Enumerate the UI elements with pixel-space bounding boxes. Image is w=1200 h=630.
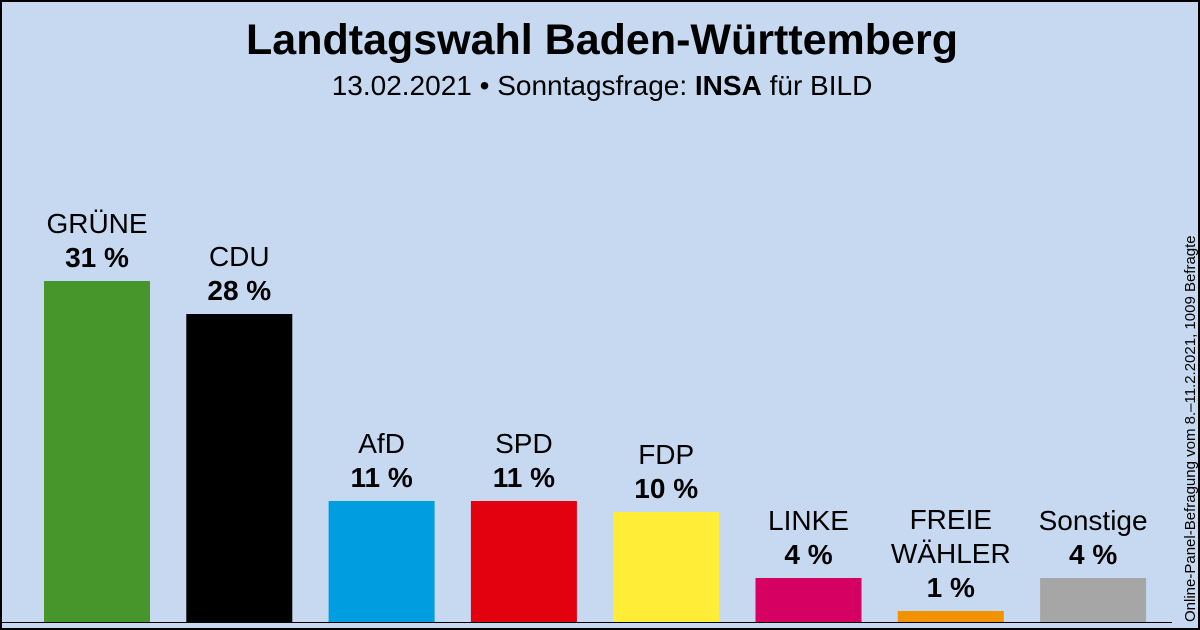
subtitle-institute: INSA: [694, 70, 762, 101]
bar-category-label: SPD: [495, 428, 553, 459]
bar-category-label: LINKE: [768, 505, 849, 536]
subtitle-client: für BILD: [761, 70, 873, 101]
bar-value-label: 11 %: [493, 462, 555, 493]
bar-7: [1040, 578, 1147, 622]
chart-subtitle: 13.02.2021 • Sonntagsfrage: INSA für BIL…: [2, 68, 1200, 104]
bar-category-label: GRÜNE: [46, 208, 147, 239]
bar-category-label: CDU: [209, 241, 270, 272]
bar-3: [470, 501, 577, 622]
bar-category-label: WÄHLER: [891, 538, 1011, 569]
bar-value-label: 28 %: [207, 275, 271, 306]
bar-value-label: 11 %: [350, 462, 412, 493]
bar-category-label: FDP: [638, 439, 694, 470]
bar-0: [44, 281, 150, 622]
bar-category-label: Sonstige: [1039, 505, 1148, 536]
bar-category-label: FREIE: [910, 504, 992, 535]
bar-value-label: 31 %: [65, 242, 129, 273]
bar-value-label: 10 %: [634, 473, 698, 504]
bar-1: [186, 314, 293, 622]
chart-title: Landtagswahl Baden-Württemberg: [246, 16, 958, 64]
bar-value-label: 4 %: [784, 539, 832, 570]
bar-value-label: 4 %: [1069, 539, 1117, 570]
bar-5: [755, 578, 862, 622]
bar-2: [328, 501, 435, 622]
bar-category-label: AfD: [358, 428, 405, 459]
bar-4: [613, 512, 720, 622]
subtitle-date: 13.02.2021 • Sonntagsfrage:: [331, 70, 695, 101]
bar-value-label: 1 %: [927, 572, 975, 603]
bar-6: [897, 611, 1004, 622]
